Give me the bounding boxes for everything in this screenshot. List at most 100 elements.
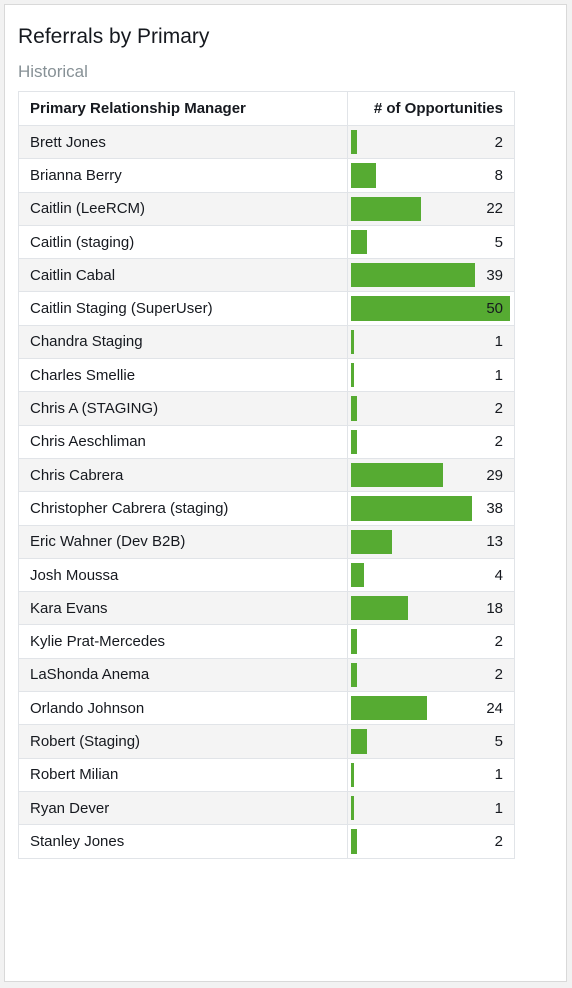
opportunities-bar [351,829,357,854]
widget-subtitle: Historical [18,62,88,81]
table-row: Caitlin (LeeRCM) 22 [18,191,515,226]
opportunities-value: 39 [486,266,503,284]
table-row: Brett Jones 2 [18,124,515,160]
table-row: Caitlin (staging) 5 [18,224,515,260]
opportunities-bar [351,429,357,454]
table-row: Chandra Staging 1 [18,324,515,360]
column-header-manager[interactable]: Primary Relationship Manager [18,91,348,126]
opportunities-bar [351,795,354,821]
table-row: Robert Milian 1 [18,757,515,792]
opportunities-value: 24 [486,699,503,717]
opportunities-cell: 18 [347,591,515,626]
opportunities-cell: 8 [347,158,515,193]
opportunities-cell: 4 [347,557,515,593]
opportunities-value: 2 [494,832,503,850]
opportunities-value: 2 [494,400,503,418]
table-row: Stanley Jones 2 [18,824,515,859]
opportunities-cell: 24 [347,691,515,726]
manager-name-cell: Robert (Staging) [18,724,348,759]
manager-name-cell: Josh Moussa [18,557,348,593]
manager-name-cell: Brett Jones [18,124,348,160]
table-row: Robert (Staging) 5 [18,724,515,759]
opportunities-value: 8 [494,166,503,184]
manager-name-cell: Caitlin (staging) [18,224,348,260]
table-row: Brianna Berry 8 [18,158,515,193]
table-row: LaShonda Anema 2 [18,657,515,693]
opportunities-cell: 22 [347,191,515,226]
opportunities-value: 22 [486,200,503,218]
table-row: Chris Aeschliman 2 [18,424,515,459]
opportunities-cell: 1 [347,324,515,360]
table-row: Charles Smellie 1 [18,358,515,393]
opportunities-cell: 38 [347,491,515,526]
opportunities-bar [351,596,408,621]
manager-name-cell: Christopher Cabrera (staging) [18,491,348,526]
manager-name-cell: Robert Milian [18,757,348,792]
manager-name-cell: Brianna Berry [18,158,348,193]
manager-name-cell: Caitlin (LeeRCM) [18,191,348,226]
opportunities-cell: 2 [347,624,515,659]
opportunities-bar [351,130,357,155]
referrals-table: Primary Relationship Manager # of Opport… [18,91,515,859]
table-row: Caitlin Staging (SuperUser) 50 [18,291,515,326]
manager-name-cell: Caitlin Cabal [18,258,348,293]
opportunities-cell: 1 [347,757,515,792]
opportunities-bar [351,496,472,521]
manager-name-cell: Eric Wahner (Dev B2B) [18,524,348,559]
opportunities-bar [351,196,421,221]
table-row: Kylie Prat-Mercedes 2 [18,624,515,659]
opportunities-value: 18 [486,599,503,617]
table-row: Chris A (STAGING) 2 [18,391,515,426]
opportunities-cell: 50 [347,291,515,326]
manager-name-cell: Chris A (STAGING) [18,391,348,426]
opportunities-value: 1 [494,366,503,384]
opportunities-cell: 2 [347,124,515,160]
manager-name-cell: Charles Smellie [18,358,348,393]
opportunities-bar [351,163,376,188]
table-body: Brett Jones 2 Brianna Berry 8 Caitlin (LeeRC… [18,124,515,859]
opportunities-cell: 2 [347,424,515,459]
table-row: Chris Cabrera 29 [18,457,515,493]
opportunities-value: 5 [494,732,503,750]
opportunities-cell: 2 [347,824,515,859]
column-header-opportunities[interactable]: # of Opportunities [347,91,515,126]
opportunities-value: 5 [494,233,503,251]
opportunities-cell: 13 [347,524,515,559]
opportunities-value: 2 [494,133,503,151]
opportunities-bar [351,263,475,288]
opportunities-cell: 5 [347,724,515,759]
table-row: Christopher Cabrera (staging) 38 [18,491,515,526]
manager-name-cell: LaShonda Anema [18,657,348,693]
opportunities-cell: 39 [347,258,515,293]
opportunities-bar [351,363,354,388]
opportunities-bar [351,329,354,355]
table-header-row: Primary Relationship Manager # of Opport… [18,91,515,126]
opportunities-cell: 5 [347,224,515,260]
opportunities-bar [351,629,357,654]
table-row: Orlando Johnson 24 [18,691,515,726]
opportunities-bar [351,562,364,588]
opportunities-value: 38 [486,499,503,517]
opportunities-bar [351,229,367,255]
opportunities-bar [351,396,357,421]
opportunities-value: 4 [494,566,503,584]
manager-name-cell: Kylie Prat-Mercedes [18,624,348,659]
manager-name-cell: Chandra Staging [18,324,348,360]
widget-title: Referrals by Primary [18,25,210,48]
opportunities-bar [351,762,354,787]
opportunities-value: 2 [494,633,503,651]
manager-name-cell: Ryan Dever [18,790,348,826]
opportunities-cell: 1 [347,790,515,826]
table-row: Kara Evans 18 [18,591,515,626]
manager-name-cell: Kara Evans [18,591,348,626]
table-row: Eric Wahner (Dev B2B) 13 [18,524,515,559]
opportunities-bar [351,729,367,754]
opportunities-value: 1 [494,333,503,351]
opportunities-bar [351,296,510,321]
opportunities-value: 50 [486,300,503,318]
opportunities-value: 2 [494,433,503,451]
opportunities-bar [351,462,443,488]
opportunities-bar [351,696,427,721]
opportunities-cell: 1 [347,358,515,393]
opportunities-cell: 2 [347,657,515,693]
